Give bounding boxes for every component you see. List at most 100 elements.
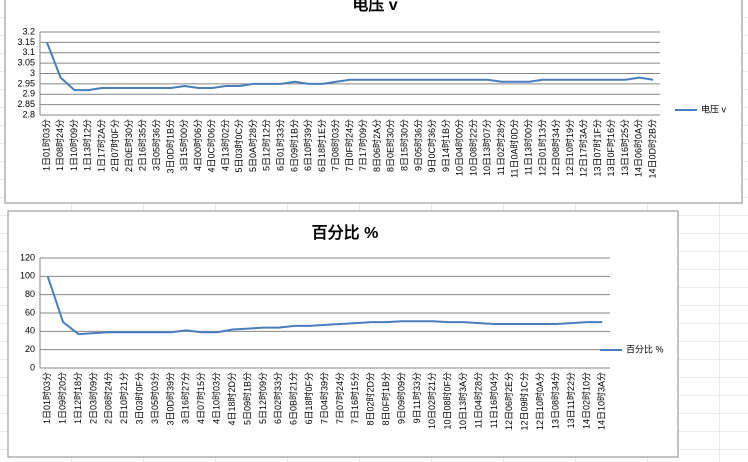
y-tick-label: 2.8 bbox=[22, 109, 35, 119]
x-tick-label: 9日14时1B分 bbox=[440, 119, 451, 172]
x-tick-label: 1日12时18分 bbox=[72, 372, 83, 424]
x-tick-label: 5日03时0C分 bbox=[233, 119, 244, 173]
x-tick-label: 7日08时03分 bbox=[330, 119, 341, 171]
y-tick-label: 2.95 bbox=[17, 78, 35, 88]
x-tick-label: 6日18时1E分 bbox=[316, 119, 327, 172]
chart-frame bbox=[7, 210, 679, 458]
x-tick-label: 4日18时2D分 bbox=[226, 372, 237, 426]
x-tick-label: 1日17时2A分 bbox=[95, 119, 106, 172]
x-tick-label: 1日01时03分 bbox=[40, 119, 51, 171]
x-tick-label: 9日11时33分 bbox=[411, 372, 422, 423]
x-tick-label: 11日13时00分 bbox=[522, 119, 533, 175]
chart-title: 百分比 % bbox=[312, 224, 379, 242]
x-tick-label: 5日0A时28分 bbox=[247, 119, 258, 172]
x-tick-label: 12日09时1C分 bbox=[519, 372, 530, 431]
x-tick-label: 3日0D时39分 bbox=[164, 372, 175, 426]
x-tick-label: 10日13时07分 bbox=[481, 119, 492, 176]
series-line bbox=[46, 276, 603, 336]
x-tick-label: 4日00时06分 bbox=[192, 119, 203, 171]
x-tick-label: 4日10时03分 bbox=[211, 372, 222, 424]
x-tick-label: 6日10时39分 bbox=[302, 119, 313, 171]
x-tick-label: 8日02时2D分 bbox=[365, 372, 376, 426]
x-tick-label: 11日04时28分 bbox=[472, 372, 483, 428]
x-tick-label: 5日12时12分 bbox=[261, 119, 272, 171]
x-tick-label: 8日0E时30分 bbox=[385, 119, 396, 172]
x-tick-label: 6日0B时21分 bbox=[288, 372, 299, 425]
x-tick-label: 13日08时34分 bbox=[549, 372, 560, 429]
y-tick-label: 120 bbox=[20, 252, 35, 262]
y-tick-label: 3.2 bbox=[22, 26, 35, 36]
chart-frame bbox=[4, 0, 743, 204]
y-tick-label: 40 bbox=[25, 326, 35, 336]
x-tick-label: 11日02时28分 bbox=[495, 119, 506, 175]
x-tick-label: 1日01时03分 bbox=[41, 372, 52, 424]
x-tick-label: 3日03时0F分 bbox=[134, 372, 145, 425]
x-tick-label: 3日16时27分 bbox=[180, 372, 191, 424]
x-tick-label: 10日08时0F分 bbox=[442, 372, 453, 430]
x-tick-label: 9日05时36分 bbox=[412, 119, 423, 171]
y-tick-label: 20 bbox=[25, 344, 35, 354]
x-tick-label: 1日09时20分 bbox=[56, 372, 67, 424]
x-tick-label: 9日09时09分 bbox=[395, 372, 406, 424]
x-tick-label: 3日0D时1B分 bbox=[164, 119, 175, 174]
x-tick-label: 10日04时00分 bbox=[454, 119, 465, 176]
y-tick-label: 100 bbox=[20, 271, 35, 281]
x-tick-label: 2日07时0F分 bbox=[109, 119, 120, 172]
legend-label: 电压 v bbox=[701, 103, 727, 114]
y-tick-label: 2.9 bbox=[22, 89, 35, 99]
x-tick-label: 7日04时39分 bbox=[318, 372, 329, 424]
x-tick-label: 12日17时3A分 bbox=[578, 119, 589, 177]
y-tick-label: 3.05 bbox=[17, 58, 35, 68]
y-tick-label: 3.15 bbox=[17, 37, 35, 47]
x-tick-label: 12日06时2E分 bbox=[503, 372, 514, 430]
x-tick-label: 8日0F时1B分 bbox=[380, 372, 391, 426]
x-tick-label: 5日09时1B分 bbox=[241, 372, 252, 425]
x-tick-label: 13日07时1F分 bbox=[591, 119, 602, 177]
x-tick-label: 13日11时22分 bbox=[565, 372, 576, 428]
x-tick-label: 12日08时34分 bbox=[550, 119, 561, 176]
x-tick-label: 5日12时09分 bbox=[257, 372, 268, 424]
y-tick-label: 80 bbox=[25, 289, 35, 299]
x-tick-label: 4日13时02分 bbox=[219, 119, 230, 171]
x-tick-label: 12日10时0A分 bbox=[534, 372, 545, 430]
x-tick-label: 13日0F时16分 bbox=[605, 119, 616, 177]
x-tick-label: 14日10时3A分 bbox=[596, 372, 607, 430]
x-tick-label: 10日13时3A分 bbox=[457, 372, 468, 430]
x-tick-label: 11日16时04分 bbox=[488, 372, 499, 428]
x-tick-label: 1日10时09分 bbox=[68, 119, 79, 171]
x-tick-label: 4日07时15分 bbox=[195, 372, 206, 424]
chart-title: 电压 v bbox=[352, 0, 397, 14]
x-tick-label: 4日0C时06分 bbox=[206, 119, 217, 173]
x-tick-label: 9日0C时36分 bbox=[426, 119, 437, 173]
x-tick-label: 14日02时10分 bbox=[580, 372, 591, 429]
x-tick-label: 12日01时13分 bbox=[536, 119, 547, 176]
x-tick-label: 1日13时12分 bbox=[82, 119, 93, 171]
x-tick-label: 7日07时24分 bbox=[334, 372, 345, 424]
y-tick-label: 0 bbox=[30, 362, 35, 372]
x-tick-label: 3日05时36分 bbox=[150, 119, 161, 171]
x-tick-label: 6日09时1B分 bbox=[288, 119, 299, 172]
x-tick-label: 14日0D时2B分 bbox=[646, 119, 657, 179]
x-tick-label: 2日10时21分 bbox=[118, 372, 129, 424]
y-tick-label: 2.85 bbox=[17, 99, 35, 109]
x-tick-label: 2日0E时30分 bbox=[123, 119, 134, 172]
x-tick-label: 6日18时0F分 bbox=[303, 372, 314, 425]
x-tick-label: 14日06时0A分 bbox=[633, 119, 644, 177]
x-tick-label: 8日06时2A分 bbox=[371, 119, 382, 172]
y-tick-label: 3 bbox=[30, 68, 35, 78]
x-tick-label: 10日02时21分 bbox=[426, 372, 437, 429]
x-tick-label: 10日08时22分 bbox=[467, 119, 478, 176]
x-tick-label: 3日05时03分 bbox=[149, 372, 160, 424]
x-tick-label: 8日15时30分 bbox=[398, 119, 409, 171]
x-tick-label: 6日01时33分 bbox=[274, 119, 285, 171]
x-tick-label: 6日02时33分 bbox=[272, 372, 283, 424]
x-tick-label: 2日16时35分 bbox=[137, 119, 148, 171]
x-tick-label: 13日16时25分 bbox=[619, 119, 630, 176]
y-tick-label: 60 bbox=[25, 307, 35, 317]
x-tick-label: 12日10时19分 bbox=[564, 119, 575, 176]
x-tick-label: 1日08时24分 bbox=[54, 119, 65, 171]
y-tick-label: 3.1 bbox=[22, 47, 35, 57]
x-tick-label: 7日0F时24分 bbox=[343, 119, 354, 172]
